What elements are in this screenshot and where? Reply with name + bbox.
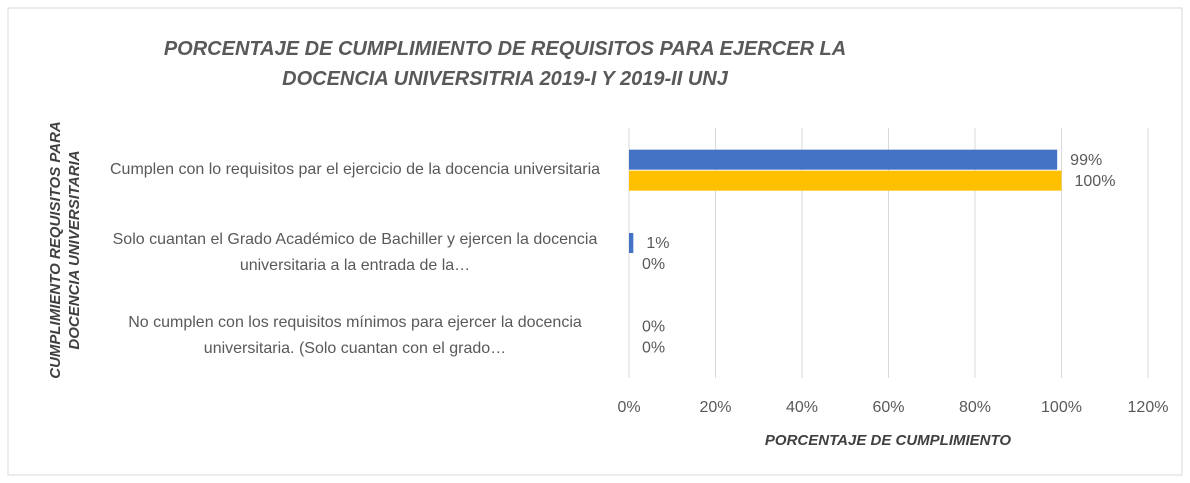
chart-title: PORCENTAJE DE CUMPLIMIENTO DE REQUISITOS…: [163, 38, 847, 90]
bar: [629, 170, 1062, 191]
frame: [7, 7, 1183, 476]
x-tick-label: 100%: [1041, 399, 1082, 416]
data-label: 1%: [646, 235, 669, 252]
bar: [629, 233, 634, 253]
y-axis-title: CUMPLIMIENTO REQUISITOS PARA DOCENCIA UN…: [47, 121, 83, 379]
x-tick-label: 120%: [1128, 399, 1169, 416]
data-label: 0%: [642, 319, 665, 336]
bar: [629, 149, 1058, 170]
x-axis-title: PORCENTAJE DE CUMPLIMIENTO: [764, 432, 1012, 449]
data-label: 0%: [642, 340, 665, 357]
x-tick-label: 40%: [786, 399, 818, 416]
data-label: 99%: [1070, 152, 1102, 169]
data-label: 100%: [1075, 173, 1116, 190]
data-label: 0%: [642, 256, 665, 273]
x-tick-label: 60%: [872, 399, 904, 416]
y-tick-label: Solo cuantan el Grado Académico de Bachi…: [112, 231, 598, 274]
x-tick-label: 80%: [959, 399, 991, 416]
x-tick-label: 20%: [699, 399, 731, 416]
y-tick-label: No cumplen con los requisitos mínimos pa…: [128, 314, 582, 358]
x-tick-label: 0%: [617, 399, 640, 416]
y-tick-label: Cumplen con lo requisitos par el ejercic…: [109, 160, 601, 178]
